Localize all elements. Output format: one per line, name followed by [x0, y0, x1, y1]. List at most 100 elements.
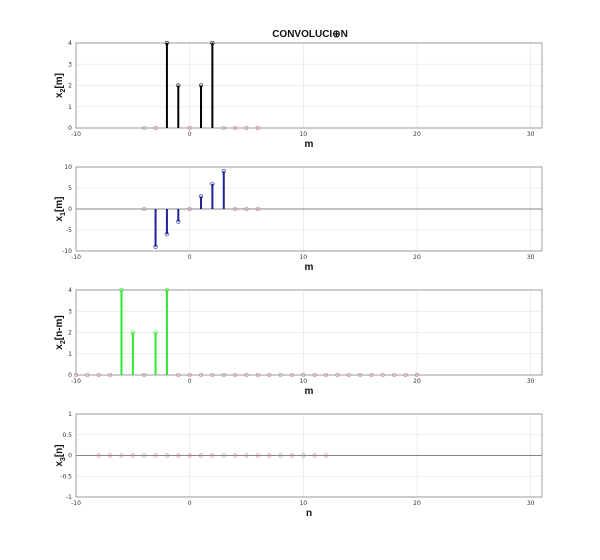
stem-marker — [301, 453, 306, 458]
stem-marker — [267, 453, 272, 458]
x-tick-label: 30 — [527, 254, 535, 261]
stem-marker — [244, 125, 249, 131]
stem-marker — [187, 453, 192, 458]
y-tick-label: 0 — [68, 372, 72, 379]
stem-marker — [312, 372, 317, 378]
x-tick-label: 10 — [299, 254, 307, 261]
y-tick-label: 2 — [68, 83, 72, 90]
y-axis-label: x2[n-m] — [54, 315, 67, 349]
stem-marker — [198, 194, 204, 199]
stem-marker — [289, 453, 295, 458]
stem-marker — [244, 206, 249, 212]
y-axis-label-sub: 1 — [60, 212, 67, 216]
y-axis-label: x2[m] — [54, 73, 67, 98]
y-tick-label: 0 — [68, 453, 72, 460]
subplot-4: -10 0 10 20 30 -1 -0.5 0 0.5 1 n x3[n] — [54, 411, 543, 519]
stem-marker — [233, 125, 238, 131]
y-tick-label: -0.5 — [60, 473, 72, 480]
stem-marker — [210, 453, 215, 458]
stem-marker — [244, 372, 249, 378]
y-axis-label-main: x — [54, 461, 65, 467]
x-axis-label: m — [305, 262, 314, 273]
stem-marker — [233, 372, 238, 378]
axes-box — [75, 289, 543, 376]
stem-marker — [369, 372, 374, 378]
x-tick-label: -10 — [71, 254, 81, 261]
stem-marker — [153, 125, 158, 131]
stem-marker — [358, 372, 363, 378]
y-tick-label: 4 — [68, 287, 72, 294]
stem-marker — [107, 453, 113, 458]
y-axis-label-rest: [m] — [54, 73, 65, 89]
stem-marker — [414, 372, 420, 378]
stem-marker — [142, 206, 147, 212]
stem-marker — [96, 453, 101, 458]
y-tick-label: 5 — [68, 185, 72, 192]
axes-box — [75, 166, 543, 252]
stem-marker — [153, 244, 158, 249]
stem-marker — [267, 372, 272, 378]
x-tick-label: 20 — [413, 254, 421, 261]
stem-marker — [221, 372, 226, 378]
x-axis-label: n — [306, 508, 312, 519]
stem-marker — [301, 372, 306, 378]
y-tick-label: 0.5 — [62, 432, 72, 439]
y-tick-label: 1 — [68, 351, 72, 358]
y-axis-label-sub: 3 — [60, 457, 67, 461]
stem-marker — [142, 372, 147, 378]
axes-box — [75, 42, 543, 129]
stem-marker — [130, 453, 135, 458]
stem-marker — [210, 181, 215, 186]
x-tick-label: 20 — [413, 131, 421, 138]
y-tick-label: 0 — [68, 125, 72, 132]
stem-marker — [278, 453, 283, 458]
x-axis-label: m — [305, 386, 314, 397]
stem-marker — [164, 232, 170, 237]
x-tick-label: 10 — [299, 131, 307, 138]
x-tick-label: 20 — [413, 500, 421, 507]
y-axis-label-main: x — [54, 216, 65, 222]
stem-marker — [233, 206, 238, 212]
y-tick-label: 0 — [68, 206, 72, 213]
y-tick-label: 1 — [68, 104, 72, 111]
stem-marker — [187, 125, 192, 131]
stem-marker — [142, 453, 147, 458]
stem-marker — [221, 125, 226, 131]
stem-marker — [244, 453, 249, 458]
y-tick-label: 10 — [64, 164, 72, 171]
stem-marker — [96, 372, 101, 378]
stem-marker — [119, 453, 124, 458]
stem-marker — [380, 372, 385, 378]
x-tick-label: -10 — [71, 378, 81, 385]
stem-marker — [176, 83, 181, 88]
stem-marker — [323, 453, 329, 458]
stem-marker — [221, 169, 226, 174]
y-axis-label-rest: [n] — [54, 444, 65, 457]
x-tick-label: 0 — [188, 500, 192, 507]
stem-marker — [233, 453, 238, 458]
stem-marker — [187, 372, 192, 378]
y-tick-label: -5 — [66, 227, 72, 234]
stem-marker — [176, 453, 181, 458]
stem-marker — [255, 125, 260, 131]
y-tick-label: 3 — [68, 308, 72, 315]
y-tick-label: 2 — [68, 330, 72, 337]
y-axis-label-rest: [n-m] — [54, 315, 65, 340]
stem-marker — [221, 453, 226, 458]
y-tick-label: -10 — [62, 248, 72, 255]
stem-marker — [210, 372, 215, 378]
y-axis-label: x3[n] — [54, 444, 67, 466]
stem-marker — [130, 330, 135, 335]
stem-marker — [73, 372, 79, 378]
stem-marker — [164, 40, 170, 46]
stem-marker — [255, 453, 260, 458]
stem-marker — [210, 40, 215, 46]
y-axis-label-main: x — [54, 92, 65, 98]
x-tick-label: 0 — [188, 378, 192, 385]
stem-marker — [278, 372, 283, 378]
stem-marker — [187, 206, 192, 212]
x-tick-label: 10 — [299, 500, 307, 507]
